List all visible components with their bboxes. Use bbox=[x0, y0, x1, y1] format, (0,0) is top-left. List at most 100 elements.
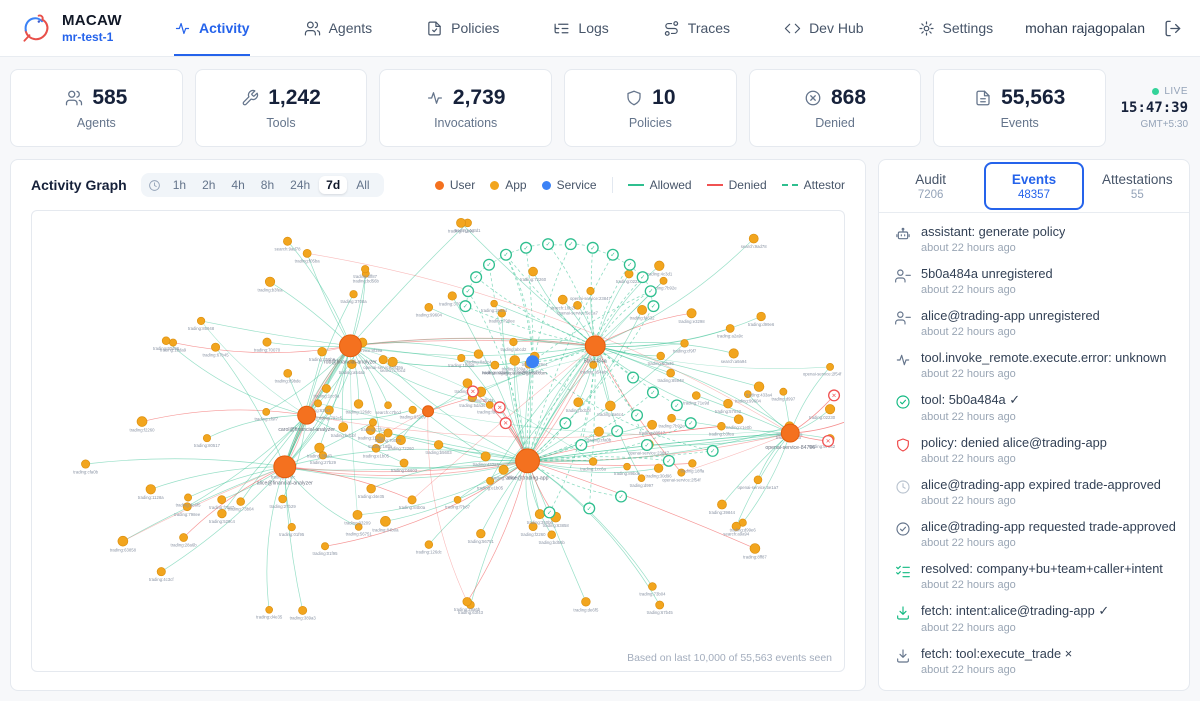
users-icon bbox=[66, 90, 83, 106]
range-button-7d[interactable]: 7d bbox=[319, 176, 348, 194]
range-button-1h[interactable]: 1h bbox=[172, 178, 187, 192]
svg-text:trading:f2260: trading:f2260 bbox=[521, 532, 547, 537]
svg-text:trading:8ff87: trading:8ff87 bbox=[353, 274, 377, 279]
stat-value: 55,563 bbox=[1001, 86, 1066, 109]
nav-tab-label: Activity bbox=[199, 20, 250, 36]
event-list-item[interactable]: fetch: tool:execute_trade × about 22 hour… bbox=[879, 640, 1189, 682]
wrench-icon bbox=[242, 89, 259, 106]
event-list-item[interactable]: tool.invoke_remote.execute.error: unknow… bbox=[879, 344, 1189, 386]
range-button-8h[interactable]: 8h bbox=[260, 178, 275, 192]
nav-tab-label: Traces bbox=[687, 20, 731, 36]
network-graph-svg[interactable]: trading:bd1bftrading:85948trading:3fbd3t… bbox=[32, 211, 844, 671]
nav-tab-settings[interactable]: Settings bbox=[918, 0, 993, 56]
svg-text:trading:01f95: trading:01f95 bbox=[313, 551, 339, 556]
panel-tab-label: Attestations bbox=[1102, 171, 1173, 187]
svg-text:trading:70070: trading:70070 bbox=[254, 347, 281, 352]
panel-tab-attestations[interactable]: Attestations 55 bbox=[1088, 162, 1187, 210]
user-name[interactable]: mohan rajagopalan bbox=[1025, 20, 1145, 36]
event-title: policy: denied alice@trading-app bbox=[921, 435, 1107, 450]
svg-text:✓: ✓ bbox=[674, 403, 679, 409]
range-button-4h[interactable]: 4h bbox=[231, 178, 245, 192]
nav-tab-logs[interactable]: Logs bbox=[553, 0, 609, 56]
event-list-item[interactable]: assistant: generate policy about 22 hours… bbox=[879, 218, 1189, 260]
range-button-all[interactable]: All bbox=[356, 178, 370, 192]
graph-legend: User App Service Allowed Denied Attestor bbox=[434, 177, 845, 193]
svg-text:trading:72260: trading:72260 bbox=[520, 277, 547, 282]
event-timestamp: about 22 hours ago bbox=[921, 622, 1016, 634]
users-icon bbox=[304, 21, 320, 35]
svg-text:✓: ✓ bbox=[590, 246, 595, 252]
event-list-item[interactable]: alice@trading-app unregistered about 22 h… bbox=[879, 302, 1189, 344]
svg-text:✓: ✓ bbox=[547, 510, 552, 516]
activity-icon bbox=[896, 354, 910, 366]
svg-text:trading:8ff87: trading:8ff87 bbox=[743, 555, 767, 560]
event-timestamp: about 22 hours ago bbox=[921, 411, 1016, 423]
legend-dot bbox=[434, 180, 444, 190]
svg-text:search:a9a94: search:a9a94 bbox=[721, 359, 748, 364]
svg-text:trading:8a6c4: trading:8a6c4 bbox=[466, 360, 493, 365]
svg-text:✓: ✓ bbox=[640, 275, 645, 281]
svg-text:trading:63f43: trading:63f43 bbox=[306, 408, 332, 413]
svg-text:trading:1cc6a: trading:1cc6a bbox=[580, 467, 606, 472]
svg-text:trading:de6f5: trading:de6f5 bbox=[176, 502, 202, 507]
stat-value: 10 bbox=[652, 86, 676, 109]
svg-text:trading:389a3: trading:389a3 bbox=[290, 616, 317, 621]
legend-line bbox=[627, 184, 644, 186]
brand[interactable]: MACAW mr-test-1 bbox=[18, 11, 146, 45]
nav-tab-traces[interactable]: Traces bbox=[663, 0, 730, 56]
stat-value: 1,242 bbox=[268, 86, 321, 109]
event-list-item[interactable]: policy: denied alice@trading-app about 22… bbox=[879, 429, 1189, 471]
svg-text:trading:798ee: trading:798ee bbox=[489, 318, 516, 323]
event-list-item[interactable]: fetch: intent:alice@trading-app ✓ about 2… bbox=[879, 597, 1189, 640]
environment-name: mr-test-1 bbox=[62, 30, 114, 44]
event-title: resolved: company+bu+team+caller+intent bbox=[921, 561, 1163, 576]
svg-text:trading:02230: trading:02230 bbox=[616, 279, 643, 284]
nav-tab-activity[interactable]: Activity bbox=[174, 0, 250, 56]
panel-tab-audit[interactable]: Audit 7206 bbox=[881, 162, 980, 210]
legend-dot bbox=[490, 180, 500, 190]
svg-text:✓: ✓ bbox=[524, 246, 529, 252]
events-panel-tabs: Audit 7206 Events 48357 Attestations 55 bbox=[879, 160, 1189, 213]
stat-label: Agents bbox=[76, 116, 116, 130]
svg-text:trading:d99e6: trading:d99e6 bbox=[748, 322, 775, 327]
svg-text:✓: ✓ bbox=[615, 429, 620, 435]
svg-text:trading:798ee: trading:798ee bbox=[174, 512, 201, 517]
event-list-item[interactable]: alice@trading-app expired trade-approved… bbox=[879, 471, 1189, 513]
nav-tab-policies[interactable]: Policies bbox=[426, 0, 499, 56]
range-button-2h[interactable]: 2h bbox=[202, 178, 216, 192]
svg-text:trading:d997: trading:d997 bbox=[771, 396, 795, 401]
nav-tab-dev-hub[interactable]: Dev Hub bbox=[784, 0, 864, 56]
event-list-item[interactable]: 5b0a484a unregistered about 22 hours ago bbox=[879, 260, 1189, 302]
nav-tab-agents[interactable]: Agents bbox=[304, 0, 372, 56]
stat-value: 2,739 bbox=[452, 86, 506, 109]
svg-text:✕: ✕ bbox=[470, 389, 475, 395]
svg-text:trading:abcd2: trading:abcd2 bbox=[500, 347, 527, 352]
svg-text:✕: ✕ bbox=[832, 393, 837, 399]
event-title: fetch: intent:alice@trading-app ✓ bbox=[921, 603, 1110, 618]
svg-text:trading:a2a9c: trading:a2a9c bbox=[717, 334, 744, 339]
range-button-24h[interactable]: 24h bbox=[290, 178, 311, 192]
activity-graph-canvas[interactable]: trading:bd1bf trading:85948 trading:3fbd3 t… bbox=[31, 210, 845, 672]
event-list-item[interactable]: alice@trading-app requested trade-approv… bbox=[879, 513, 1189, 555]
logout-icon[interactable] bbox=[1163, 19, 1182, 38]
svg-text:trading:cfa0b: trading:cfa0b bbox=[587, 437, 612, 442]
svg-text:✓: ✓ bbox=[466, 289, 471, 295]
legend-edge-denied: Denied bbox=[706, 178, 767, 192]
event-list-item[interactable]: resolved: company+bu+team+caller+intent a… bbox=[879, 555, 1189, 597]
svg-text:✕: ✕ bbox=[503, 421, 508, 427]
event-list-item[interactable]: tool: 5b0a484a ✓ about 22 hours ago bbox=[879, 386, 1189, 429]
svg-text:trading:cfa0b: trading:cfa0b bbox=[73, 469, 98, 474]
svg-text:trading:cf9f7: trading:cf9f7 bbox=[254, 417, 278, 422]
user-minus-icon bbox=[895, 311, 911, 325]
svg-text:trading:72260: trading:72260 bbox=[388, 446, 415, 451]
event-title: tool.invoke_remote.execute.error: unknow… bbox=[921, 350, 1167, 365]
event-timestamp: about 22 hours ago bbox=[921, 664, 1016, 676]
panel-tab-count: 55 bbox=[1130, 188, 1144, 201]
svg-text:trading:39844: trading:39844 bbox=[481, 308, 508, 313]
svg-text:✓: ✓ bbox=[563, 421, 568, 427]
svg-text:trading:70070: trading:70070 bbox=[375, 438, 402, 443]
panel-tab-events[interactable]: Events 48357 bbox=[984, 162, 1084, 210]
event-list: assistant: generate policy about 22 hours… bbox=[879, 213, 1189, 690]
event-title: alice@trading-app unregistered bbox=[921, 308, 1100, 323]
event-timestamp: about 22 hours ago bbox=[921, 242, 1016, 254]
